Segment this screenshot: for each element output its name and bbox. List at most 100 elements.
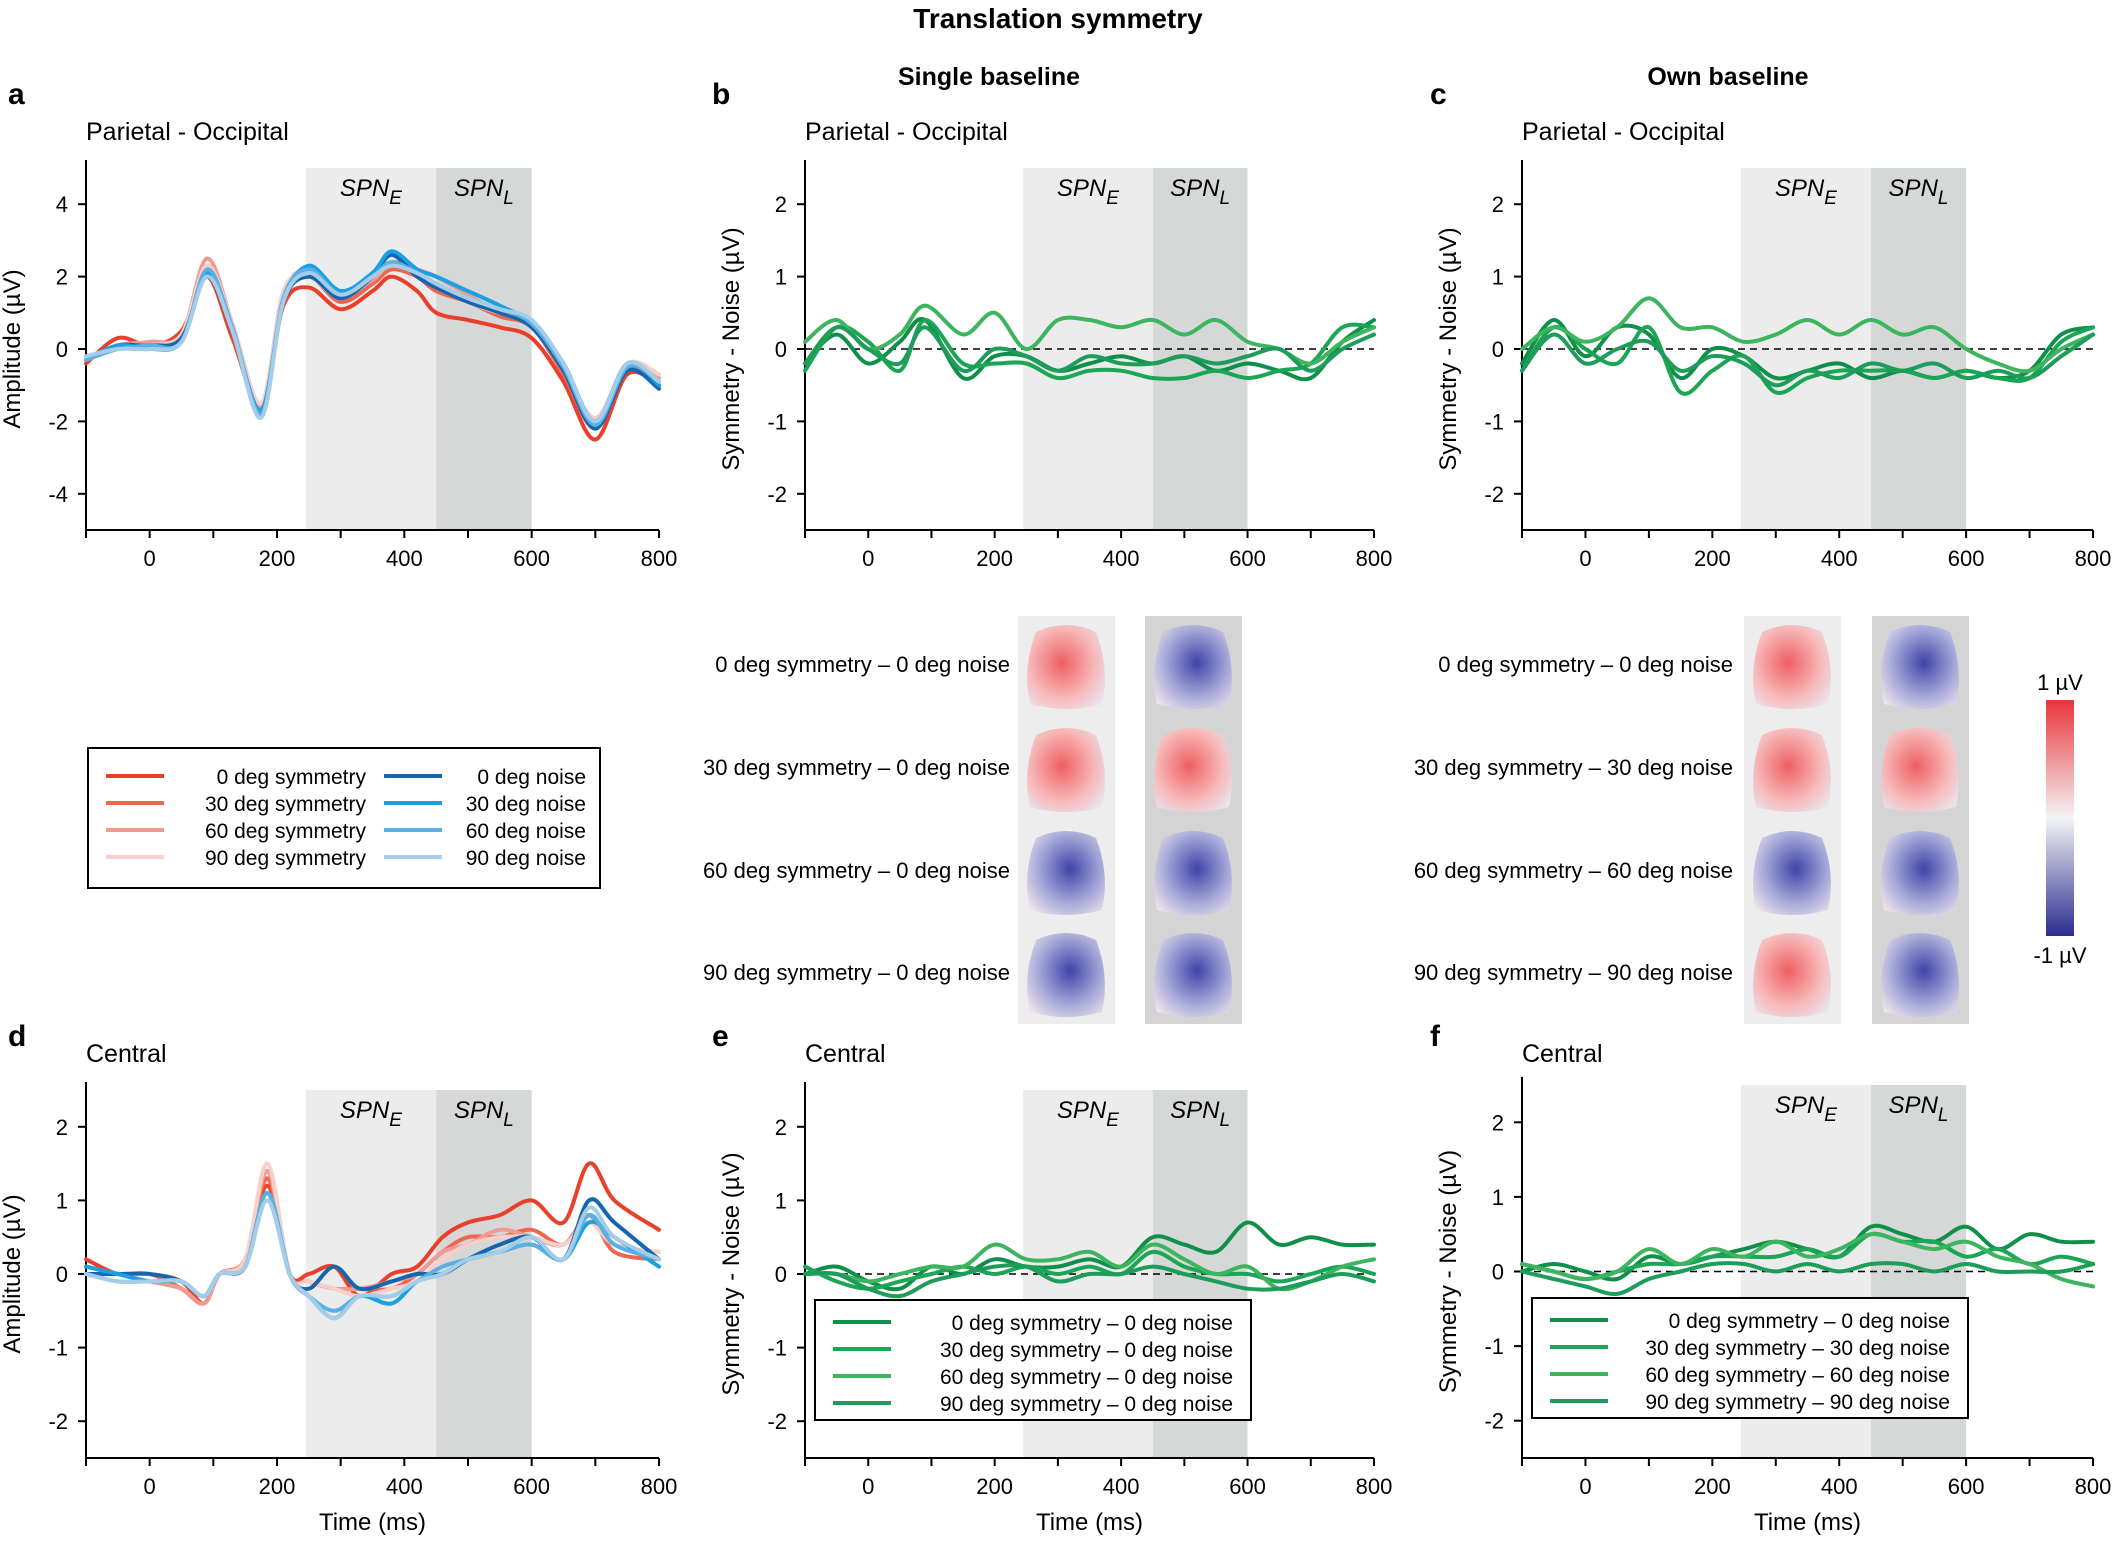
x-tick-label: 0 [1579, 1474, 1591, 1499]
topography-row-label: 90 deg symmetry – 90 deg noise [1414, 960, 1733, 985]
column-title-own-baseline: Own baseline [1647, 63, 1808, 91]
series-line-30-deg-symmetry-0-deg-noise [803, 1249, 1376, 1291]
y-axis-label: Amplitude (µV) [0, 269, 26, 428]
y-tick-label: 2 [56, 1115, 68, 1140]
topography-map [1881, 933, 1959, 1017]
topography-map [1753, 831, 1831, 915]
y-tick-label: 0 [56, 1262, 68, 1287]
colorbar-min-label: -1 µV [2033, 943, 2086, 968]
series-line-90-deg-symmetry-0-deg-noise [803, 1263, 1376, 1299]
legend-label: 90 deg symmetry – 0 deg noise [940, 1393, 1233, 1416]
x-tick-label: 400 [386, 1474, 423, 1499]
x-tick-label: 0 [144, 1474, 156, 1499]
series-line-0-deg-symmetry-0-deg-noise [803, 1220, 1376, 1292]
x-tick-label: 200 [259, 1474, 296, 1499]
series-line-60-deg-symmetry-60-deg-noise [1520, 1232, 2095, 1289]
topography-map [1753, 933, 1831, 1017]
y-tick-label: 1 [775, 265, 787, 290]
region-label: Central [805, 1040, 886, 1068]
y-tick-label: 0 [1492, 337, 1504, 362]
x-tick-label: 400 [1103, 1474, 1140, 1499]
amplitude-legend: 0 deg symmetry 30 deg symmetry 60 deg symm… [87, 747, 601, 889]
region-label: Central [86, 1040, 167, 1068]
legend-label: 30 deg symmetry [205, 793, 367, 816]
x-tick-label: 200 [976, 1474, 1013, 1499]
x-tick-label: 200 [1694, 546, 1731, 571]
y-axis-label: Amplitude (µV) [0, 1194, 26, 1353]
x-tick-label: 600 [1229, 546, 1266, 571]
topography-row-label: 60 deg symmetry – 0 deg noise [703, 858, 1010, 883]
x-tick-label: 600 [1948, 1474, 1985, 1499]
y-tick-label: -1 [767, 1336, 787, 1361]
y-tick-label: 2 [1492, 1110, 1504, 1135]
y-tick-label: -2 [1484, 1409, 1504, 1434]
topography-row-label: 0 deg symmetry – 0 deg noise [715, 652, 1010, 677]
legend-label: 90 deg symmetry – 90 deg noise [1645, 1391, 1950, 1414]
y-tick-label: 4 [56, 192, 68, 217]
y-tick-label: -2 [48, 1409, 68, 1434]
y-tick-label: -2 [767, 1409, 787, 1434]
x-tick-label: 600 [513, 546, 550, 571]
series-line-90-deg-noise [84, 263, 661, 424]
topography-map [1154, 831, 1232, 915]
legend-label: 0 deg symmetry – 0 deg noise [1669, 1310, 1950, 1333]
x-tick-label: 0 [1579, 546, 1591, 571]
x-axis-label: Time (ms) [1754, 1509, 1861, 1536]
colorbar [2046, 700, 2074, 936]
legend-label: 90 deg symmetry [205, 847, 367, 870]
y-tick-label: -2 [767, 482, 787, 507]
topography-map [1881, 728, 1959, 812]
y-tick-label: -1 [1484, 409, 1504, 434]
x-tick-label: 400 [1821, 1474, 1858, 1499]
y-tick-label: -1 [767, 409, 787, 434]
topography-map [1027, 625, 1105, 709]
difference-legend-f: 0 deg symmetry – 0 deg noise 30 deg symme… [1531, 1297, 1969, 1419]
x-tick-label: 400 [1103, 546, 1140, 571]
y-tick-label: 2 [775, 192, 787, 217]
spn-late-band [436, 168, 532, 530]
x-tick-label: 800 [641, 1474, 678, 1499]
topography-map [1753, 728, 1831, 812]
y-tick-label: 2 [775, 1115, 787, 1140]
region-label: Central [1522, 1040, 1603, 1068]
legend-label: 0 deg symmetry [217, 766, 367, 789]
x-tick-label: 200 [1694, 1474, 1731, 1499]
x-tick-label: 800 [641, 546, 678, 571]
x-tick-label: 600 [1948, 546, 1985, 571]
difference-legend-box [1531, 1297, 1969, 1419]
y-tick-label: -2 [1484, 482, 1504, 507]
y-tick-label: 0 [775, 337, 787, 362]
x-tick-label: 200 [976, 546, 1013, 571]
topography-maps: 0 deg symmetry – 0 deg noise 30 deg symme… [703, 616, 1969, 1024]
x-axis-label: Time (ms) [1036, 1509, 1143, 1536]
y-tick-label: 1 [775, 1188, 787, 1213]
topography-row-label: 90 deg symmetry – 0 deg noise [703, 960, 1010, 985]
y-tick-label: 0 [1492, 1260, 1504, 1285]
series-line-90-deg-symmetry-0-deg-noise [803, 325, 1376, 373]
y-tick-label: -1 [1484, 1334, 1504, 1359]
legend-label: 0 deg symmetry – 0 deg noise [952, 1312, 1233, 1335]
legend-label: 60 deg symmetry – 60 deg noise [1645, 1364, 1950, 1387]
x-tick-label: 0 [144, 546, 156, 571]
colorbar-max-label: 1 µV [2037, 670, 2083, 695]
topography-group: 0 deg symmetry – 0 deg noise 30 deg symme… [703, 616, 1242, 1024]
series-line-30-deg-symmetry-30-deg-noise [1520, 324, 2095, 396]
x-tick-label: 400 [1821, 546, 1858, 571]
topography-group: 0 deg symmetry – 0 deg noise 30 deg symme… [1414, 616, 1969, 1024]
region-label: Parietal - Occipital [805, 118, 1008, 146]
x-axis-label: Time (ms) [319, 1509, 426, 1536]
topography-row-label: 60 deg symmetry – 60 deg noise [1414, 858, 1733, 883]
x-tick-label: 800 [2075, 546, 2112, 571]
region-label: Parietal - Occipital [86, 118, 289, 146]
y-tick-label: 2 [1492, 192, 1504, 217]
y-tick-label: 0 [775, 1262, 787, 1287]
series-line-90-deg-symmetry-90-deg-noise [1520, 332, 2095, 388]
panel-letter-d: d [8, 1020, 26, 1053]
y-axis-label: Symmetry - Noise (µV) [1435, 227, 1462, 470]
legend-label: 90 deg noise [466, 847, 586, 870]
